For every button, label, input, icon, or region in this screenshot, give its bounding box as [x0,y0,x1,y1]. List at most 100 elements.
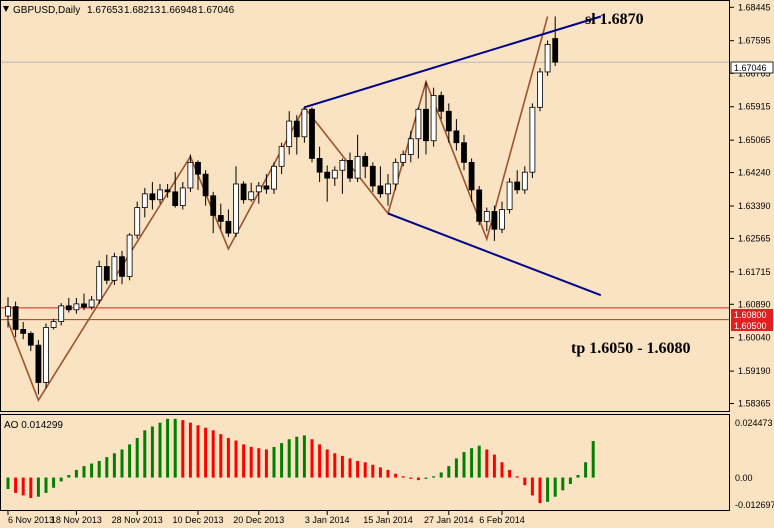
ao-bar-down [378,467,382,478]
ao-bar-up [591,441,595,478]
ao-bar-up [6,477,10,490]
ao-bar-up [424,477,428,479]
candle-bull [385,183,391,195]
sl-annotation: sl 1.6870 [585,11,644,28]
ao-bar-up [280,443,284,478]
candle-bull [286,120,293,148]
ao-bar-down [219,434,223,478]
ao-bar-down [21,477,25,496]
candle-bull [537,71,543,108]
candle-bull [483,211,490,222]
candle-bull [248,191,255,201]
ao-bar-down [234,440,238,478]
ao-bar-up [470,448,474,478]
time-tick-label: 6 Nov 2013 [8,515,54,525]
candle-bull [50,321,57,328]
ao-label: AO 0.014299 [4,420,63,431]
ao-bar-down [538,477,542,504]
candle-bear [119,256,125,277]
ao-bar-down [401,476,405,478]
zigzag-indicator [7,16,549,402]
candle-bear [468,161,475,191]
candle-bull [354,156,361,179]
ao-bar-down [211,430,215,478]
ohlc-close: 1.67046 [198,5,235,16]
price-tick-label: 1.61715 [738,267,771,277]
ao-bar-down [340,455,344,478]
candle-bull [111,256,118,281]
ao-bar-down [196,425,200,478]
zigzag-line [7,16,549,402]
horizontal-levels [1,61,729,321]
candle-bull [179,187,186,207]
ao-tick-zero: 0.00 [735,473,753,483]
channel-upper-line [304,15,602,109]
candle-bear [20,329,27,334]
candle-bull [43,327,49,383]
trend-channel [304,15,602,297]
time-tick-label: 18 Nov 2013 [51,515,102,525]
ao-tick-bottom: -0.012697 [735,500,774,510]
ao-bar-down [515,476,519,478]
candle-bull [58,305,65,322]
ao-bar-down [188,422,192,478]
price-tick-label: 1.58365 [738,399,771,409]
candle-bear [27,332,34,346]
ao-bar-up [166,418,170,478]
candle-bear [476,189,483,222]
candle-bull [506,181,513,210]
ao-bar-up [112,453,116,478]
ao-tick-top: 0.024473 [735,418,773,428]
ao-bar-down [416,477,420,481]
ao-bar-down [348,458,352,478]
price-tick-label: 1.60040 [738,333,771,343]
candle-bull [529,106,536,173]
candle-bull [73,303,80,311]
ao-bar-up [546,477,550,502]
level-low-box [731,320,773,331]
ao-bar-down [409,477,413,479]
candle-bull [141,193,148,208]
candle-bull [392,161,399,185]
candle-bull [499,209,505,230]
ao-bar-up [82,466,86,478]
ao-bar-down [257,448,261,478]
ao-bar-up [295,436,299,478]
time-tick-label: 28 Nov 2013 [112,515,163,525]
ao-bar-up [584,462,588,478]
ao-bar-up [90,463,94,478]
ao-bar-up [128,444,132,478]
candle-bull [521,171,528,191]
ao-bar-down [318,444,322,478]
ao-bar-up [67,475,71,478]
ao-bar-down [29,477,33,498]
level-low-label: 1.60500 [734,321,767,331]
ao-bar-down [394,473,398,478]
price-tick-label: 1.59190 [738,366,771,376]
candle-bear [347,159,353,179]
ao-bar-down [386,469,390,478]
candle-bear [453,130,460,144]
price-tick-label: 1.68445 [738,2,771,12]
candle-bull [255,185,262,193]
symbol-dropdown-icon[interactable] [3,6,9,12]
ao-bar-down [325,449,329,478]
ohlc-high: 1.68213 [124,5,161,16]
time-tick-label: 27 Jan 2014 [424,515,474,525]
ao-bar-up [158,422,162,478]
candle-bear [81,303,87,308]
ao-bar-up [477,445,481,478]
ao-bar-up [287,439,291,478]
ao-bar-down [363,462,367,478]
time-tick-label: 20 Dec 2013 [233,515,284,525]
candle-bear [438,95,445,112]
ao-bar-up [52,477,56,488]
ao-bar-up [74,469,78,478]
price-tick-label: 1.60890 [738,299,771,309]
ao-bar-up [173,418,177,478]
ohlc-open: 1.67653 [87,5,124,16]
level-high-box [731,309,773,320]
ao-bar-up [36,477,40,497]
